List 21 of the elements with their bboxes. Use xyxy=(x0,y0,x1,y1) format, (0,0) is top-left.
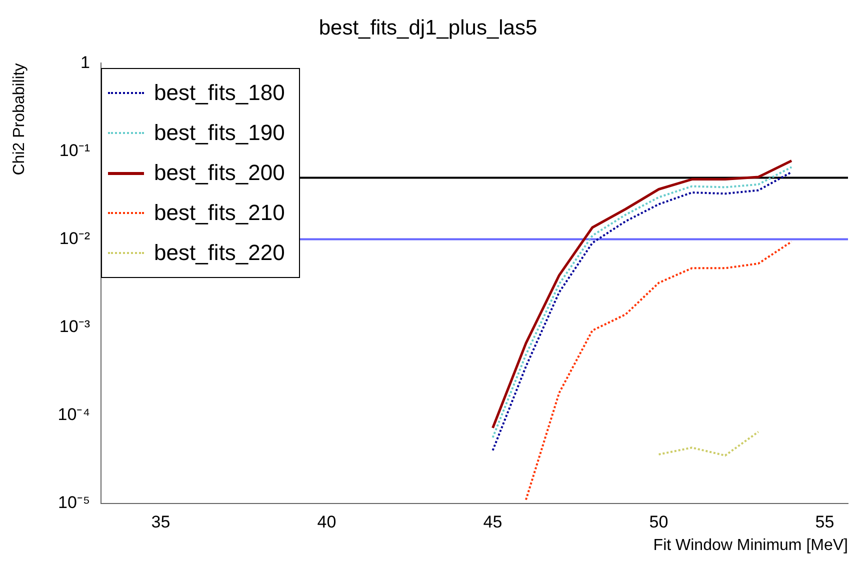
y-tick-label: 10⁻⁴ xyxy=(58,405,90,424)
legend-label: best_fits_190 xyxy=(154,120,285,146)
y-tick-label: 1 xyxy=(80,52,90,72)
y-tick-label: 10⁻² xyxy=(59,228,90,248)
x-tick-label: 50 xyxy=(649,512,668,532)
y-tick-label: 10⁻³ xyxy=(59,317,90,336)
x-tick-label: 40 xyxy=(317,512,336,532)
legend-label: best_fits_200 xyxy=(154,160,285,186)
y-axis-title: Chi2 Probability xyxy=(11,63,28,176)
line-series xyxy=(658,430,760,456)
chart-title: best_fits_dj1_plus_las5 xyxy=(318,16,538,40)
y-tick-label: 10⁻¹ xyxy=(59,140,90,160)
y-tick-label: 10⁻⁵ xyxy=(58,493,90,512)
x-tick-label: 35 xyxy=(151,512,170,532)
x-tick-label: 45 xyxy=(483,512,502,532)
legend-label: best_fits_220 xyxy=(154,240,285,266)
line-series xyxy=(524,240,793,501)
legend-label: best_fits_180 xyxy=(154,80,285,106)
legend-label: best_fits_210 xyxy=(154,200,285,226)
x-tick-label: 55 xyxy=(815,512,834,532)
x-axis-title: Fit Window Minimum [MeV] xyxy=(653,536,848,554)
